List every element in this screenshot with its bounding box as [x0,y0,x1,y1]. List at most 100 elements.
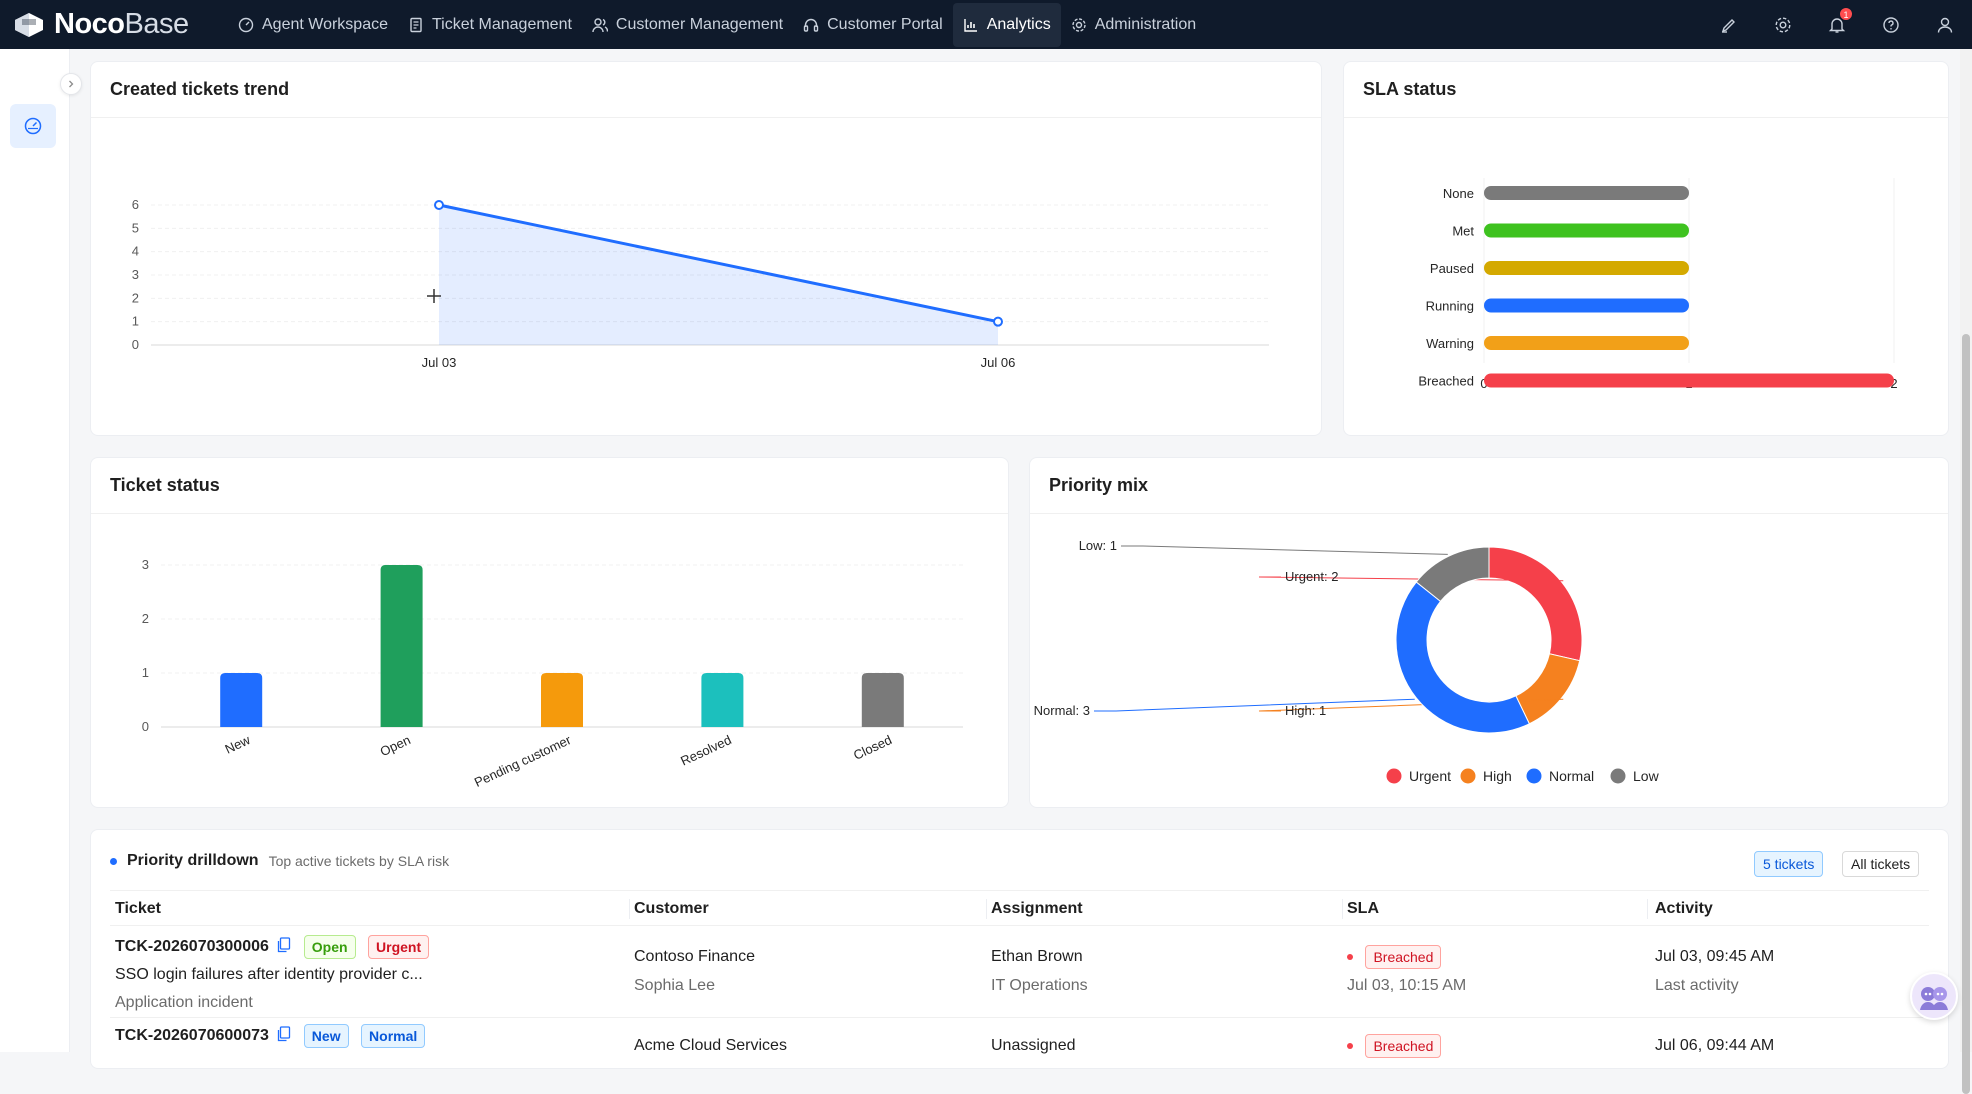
slice-label: High: 1 [1285,703,1326,718]
column-header-ticket[interactable]: Ticket [115,900,161,917]
ai-assistant-avatar[interactable] [1910,972,1958,1020]
nav-label: Administration [1094,15,1197,33]
column-header-sla[interactable]: SLA [1347,900,1379,917]
trend-card: Created tickets trend 0 1 2 3 4 5 6 Jul 03 Jul 0… [90,61,1322,436]
trend-chart: 0 1 2 3 4 5 6 Jul 03 Jul 06 [132,197,1269,370]
main-nav: Agent Workspace Ticket Management Custom… [228,0,1206,49]
nav-label: Customer Portal [827,15,943,33]
brush-icon[interactable] [1702,0,1756,49]
page-scrollbar[interactable] [1960,49,1972,1094]
table-row[interactable]: TCK-2026070300006 Open Urgent SSO login … [110,926,1929,1018]
nav-customer-portal[interactable]: Customer Portal [793,3,953,47]
nav-label: Ticket Management [432,15,572,33]
table-header: Ticket Customer Assignment SLA Activity [110,890,1929,926]
pie-slice [1415,546,1490,603]
assignee-name: Unassigned [991,1037,1076,1054]
bar [541,673,583,727]
sidebar-item-analytics[interactable] [10,104,56,148]
sla-time: Jul 03, 10:15 AM [1347,977,1467,994]
drilldown-title: Priority drilldown [127,852,259,869]
nav-administration[interactable]: Administration [1061,3,1206,47]
card-title: Priority mix [1030,458,1948,514]
sla-status-dot [1347,954,1353,960]
y-tick-label: Running [1426,299,1474,314]
ticket-id[interactable]: TCK-2026070300006 [115,938,269,956]
chevron-right-icon [69,80,74,88]
bar [1484,298,1689,313]
sidebar-collapse-toggle[interactable] [60,73,82,95]
x-tick-label: 2 [1890,376,1897,391]
nav-agent-workspace[interactable]: Agent Workspace [228,3,398,47]
ticket-subject: SSO login failures after identity provid… [115,966,423,983]
card-title: SLA status [1344,62,1948,118]
area-fill [439,205,998,345]
sla-chart: 012NoneMetPausedRunningWarningBreached [1418,178,1898,391]
bar [1484,223,1689,238]
ticket-count-button[interactable]: 5 tickets [1754,851,1824,877]
y-tick-label: 1 [142,665,149,680]
x-tick-label: New [223,732,253,757]
ticket-id-cell: TCK-2026070300006 Open Urgent [115,935,430,959]
column-header-customer[interactable]: Customer [634,900,709,917]
drilldown-header: Priority drilldown Top active tickets by… [110,852,449,870]
user-icon[interactable] [1918,0,1972,49]
bar-chart-icon [964,18,977,32]
ticket-id[interactable]: TCK-2026070600073 [115,1027,269,1045]
logo-icon [15,12,43,37]
x-tick-label: Pending customer [472,732,574,790]
column-divider [1647,899,1648,919]
priority-chart: Urgent: 2 High: 1 Normal: 3 Low: 1 Urgent Hig… [1034,538,1660,784]
legend-label: Normal [1549,768,1594,784]
y-tick-label: 4 [132,244,139,259]
ticket-category: Application incident [115,994,253,1011]
pie-slice [1395,581,1531,734]
brand-name: NocoBase [54,8,189,40]
nav-label: Analytics [986,15,1051,33]
customer-contact: Sophia Lee [634,977,715,994]
y-tick-label: 1 [132,314,139,329]
column-header-activity[interactable]: Activity [1655,900,1713,917]
sla-status-dot [1347,1043,1353,1049]
settings-icon[interactable] [1756,0,1810,49]
sla-cell: Breached [1347,1034,1442,1058]
data-point [434,200,444,210]
help-icon[interactable] [1864,0,1918,49]
bell-icon[interactable]: 1 [1810,0,1864,49]
dashboard-icon [24,117,42,135]
nav-label: Agent Workspace [262,15,388,33]
column-header-assignment[interactable]: Assignment [991,900,1083,917]
label-leader-line [1121,545,1448,555]
nocobase-logo[interactable]: NocoBase [0,0,228,49]
customer-name[interactable]: Acme Cloud Services [634,1037,787,1054]
document-icon [410,17,422,32]
copy-icon[interactable] [277,1026,291,1042]
activity-time: Jul 03, 09:45 AM [1655,948,1775,965]
nav-ticket-management[interactable]: Ticket Management [398,3,582,47]
series-line [438,203,999,324]
label-leader-line [1094,698,1415,712]
table-row[interactable]: TCK-2026070600073 New Normal Acme Cloud … [110,1018,1929,1068]
column-divider [629,899,630,919]
bar [1484,261,1689,275]
ticket-id-cell: TCK-2026070600073 New Normal [115,1024,426,1048]
cursor-crosshair-icon [427,289,441,303]
x-tick-label: Resolved [678,732,733,769]
nav-customer-management[interactable]: Customer Management [582,3,793,47]
headset-icon [803,18,819,32]
customer-name[interactable]: Contoso Finance [634,948,755,965]
y-tick-label: 2 [132,290,139,305]
y-tick-label: 0 [142,719,149,734]
sla-tag: Breached [1365,1034,1442,1058]
x-tick-label: Closed [851,732,894,763]
all-tickets-button[interactable]: All tickets [1842,851,1920,877]
scrollbar-thumb[interactable] [1962,334,1970,1094]
copy-icon[interactable] [277,937,291,953]
assignee-name: Ethan Brown [991,948,1083,965]
legend-label: Urgent [1409,768,1451,784]
y-tick-label: Met [1452,224,1474,239]
y-tick-label: 3 [132,267,139,282]
priority-tag: Normal [361,1024,426,1048]
nav-analytics[interactable]: Analytics [952,2,1061,47]
y-tick-label: Breached [1418,374,1474,389]
y-tick-label: 6 [132,197,139,212]
